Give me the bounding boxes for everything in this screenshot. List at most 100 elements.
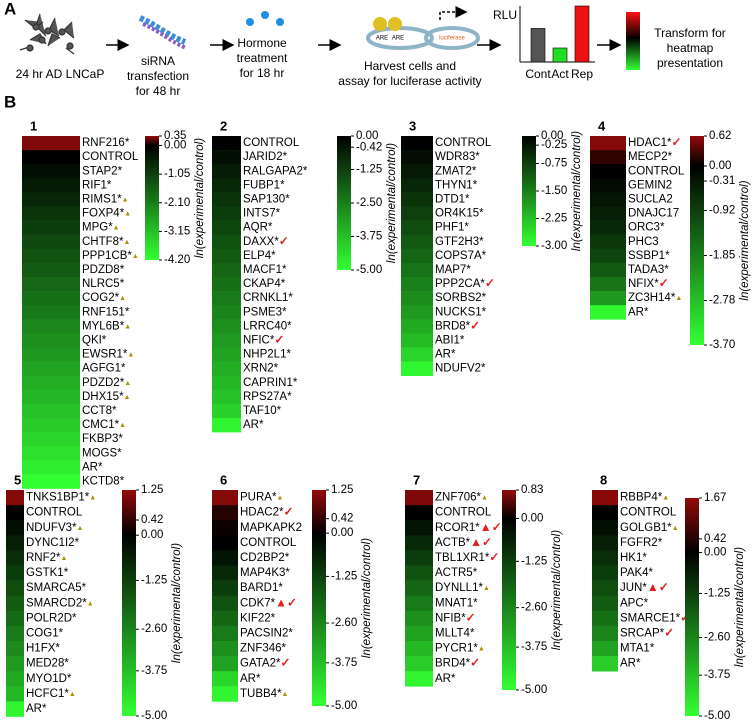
gene-name: CONTROL	[620, 507, 677, 519]
panel-number: 5	[14, 472, 21, 487]
gene-name: ZNF346*	[240, 643, 287, 655]
heatmap-cell	[401, 291, 433, 306]
heatmap-cell	[212, 389, 241, 405]
heatmap-cell	[22, 319, 80, 334]
heatmap-cell	[592, 505, 618, 521]
gene-name: RCOR1*	[435, 522, 480, 534]
plasmid-label: ARE	[392, 36, 404, 42]
gene-name: KIF22*	[240, 612, 276, 624]
gene-label: SUCLA2	[628, 193, 673, 205]
heatmap-cell	[212, 641, 238, 657]
gene-label: AGFG1*	[82, 363, 126, 375]
gene-label: SRCAP*✓	[620, 626, 674, 640]
gene-label: MAP7*	[435, 264, 471, 276]
gene-label: SSBP1*	[628, 250, 670, 262]
colorbar-tick-label: -5.00	[704, 710, 730, 720]
gene-label: COG2*▲	[82, 292, 126, 304]
gene-name: DAXX*	[243, 236, 279, 248]
x-tick-label: Cont	[525, 67, 551, 81]
panel-number: 6	[220, 472, 227, 487]
gene-label: TAF10*	[243, 405, 282, 417]
gene-name: JUN*	[620, 582, 647, 594]
heatmap-cell	[592, 490, 618, 506]
gene-flag: ✓	[466, 611, 476, 625]
colorbar	[145, 136, 159, 260]
heatmap-cell	[212, 234, 241, 250]
gene-label: GEMIN2	[628, 179, 672, 191]
gene-label: PACSIN2*	[240, 627, 293, 639]
step-text: assay for luciferase activity	[338, 74, 481, 88]
panel-number: 1	[30, 118, 37, 133]
heatmap-cell	[212, 136, 241, 151]
gene-label: PDZD8*	[82, 264, 125, 276]
heatmap-cell	[401, 192, 433, 207]
heatmap-cell	[592, 641, 618, 657]
gene-name: SORBS2*	[435, 292, 487, 304]
gene-name: THYN1*	[435, 179, 478, 191]
gene-label: AR*	[240, 673, 261, 685]
gene-flag: ✓	[671, 135, 681, 149]
heatmap-cell	[6, 550, 24, 566]
gene-name: APC*	[620, 597, 649, 609]
gene-flag: ▲✓	[480, 520, 502, 534]
gene-label: PHF1*	[435, 222, 469, 234]
heatmap-cell	[401, 248, 433, 264]
gene-flag: ▲	[127, 351, 134, 358]
gene-flag: ▲	[87, 600, 94, 607]
plasmid-label: ARE	[376, 36, 388, 42]
heatmap-cell	[212, 319, 241, 334]
gene-label: AQR*	[243, 222, 273, 234]
bar	[574, 5, 590, 63]
gene-label: CD2BP2*	[240, 552, 290, 564]
heatmap-cell	[22, 234, 80, 250]
gene-name: PHF1*	[435, 222, 469, 234]
heatmap-cell	[590, 178, 626, 193]
heatmap-cell	[592, 580, 618, 596]
gene-flag: ▲	[61, 555, 68, 562]
gene-label: RNF2*▲	[26, 552, 67, 564]
gene-name: GSTK1*	[26, 567, 69, 579]
gene-name: WDR83*	[435, 151, 480, 163]
gene-name: CONTROL	[26, 507, 83, 519]
gene-name: RBBP4*	[620, 492, 663, 504]
colorbar-tick-label: -2.50	[356, 197, 382, 209]
gene-label: GTF2H3*	[435, 236, 484, 248]
colorbar-label: ln(experimental/control)	[171, 543, 183, 663]
heatmap-cell	[592, 610, 618, 627]
gene-name: EWSR1*	[82, 349, 128, 361]
heatmap-cell	[6, 610, 24, 627]
step-text: heatmap	[667, 41, 714, 55]
gene-name: AGFG1*	[82, 363, 126, 375]
gene-name: RALGAPA2*	[243, 165, 308, 177]
gene-label: CONTROL	[243, 137, 300, 149]
panel-number: 8	[600, 472, 607, 487]
gene-flag: ▲	[124, 323, 131, 330]
gene-name: AR*	[435, 673, 456, 685]
gene-name: CRNKL1*	[243, 292, 293, 304]
gene-name: LRRC40*	[243, 320, 292, 332]
colorbar-label: ln(experimental/control)	[386, 143, 398, 263]
heatmap-cell	[22, 277, 80, 292]
gene-name: AR*	[435, 349, 456, 361]
gene-name: GATA2*	[240, 658, 281, 670]
heatmap-cell	[405, 490, 433, 506]
heatmap-cell	[22, 305, 80, 320]
colorbar-tick-label: 1.25	[141, 484, 163, 496]
gene-name: MACF1*	[243, 264, 287, 276]
colorbar	[690, 136, 704, 345]
gene-name: MYL6B*	[82, 320, 125, 332]
heatmap-cell	[6, 671, 24, 687]
heatmap-cell	[592, 535, 618, 551]
heatmap-cell	[22, 136, 80, 151]
gene-label: ELP4*	[243, 250, 276, 262]
heatmap-cell	[590, 291, 626, 306]
gene-flag: ▲✓	[275, 595, 297, 609]
gene-name: HK1*	[620, 552, 647, 564]
heatmap-cell	[212, 277, 241, 292]
gene-name: JARID2*	[243, 151, 288, 163]
heatmap-cell	[401, 333, 433, 348]
gene-name: PDZD8*	[82, 264, 125, 276]
gene-label: CRNKL1*	[243, 292, 293, 304]
gene-name: AR*	[243, 419, 264, 431]
